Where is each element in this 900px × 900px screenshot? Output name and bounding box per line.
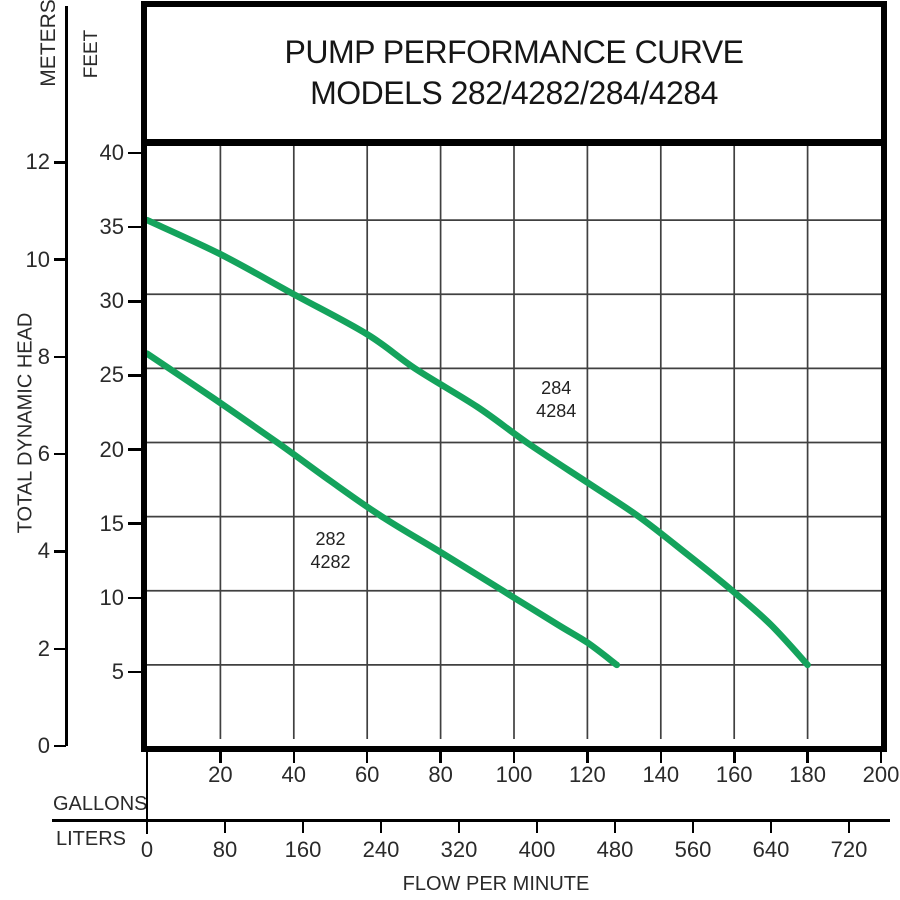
- gallons-liters-zero-connector-line: [145, 752, 148, 834]
- gallons-tick-label: 200: [862, 762, 900, 787]
- meters-tick-label: 6: [37, 441, 50, 467]
- gallons-tick: [365, 752, 369, 763]
- gallons-tick-label: 120: [569, 762, 606, 787]
- feet-tick-label: 10: [99, 584, 124, 610]
- x-axis-title: FLOW PER MINUTE: [402, 873, 590, 895]
- meters-tick: [54, 258, 66, 261]
- meters-tick: [54, 744, 66, 748]
- meters-tick: [54, 550, 66, 553]
- curve-label-284-4284: 284 4284: [536, 377, 577, 421]
- feet-tick-label: 35: [99, 214, 124, 240]
- liters-tick: [457, 820, 461, 833]
- liters-tick-label: 240: [362, 837, 400, 862]
- gallons-tick-label: 40: [281, 762, 307, 787]
- gallons-tick: [659, 752, 662, 763]
- feet-tick-label: 5: [111, 658, 124, 684]
- gallons-tick: [586, 752, 589, 763]
- plot-area: 284 4284 282 4282: [147, 146, 881, 739]
- meters-tick: [54, 355, 66, 359]
- feet-tick: [128, 225, 141, 229]
- liters-tick-label: 480: [596, 837, 634, 862]
- chart-frame: PUMP PERFORMANCE CURVE MODELS 282/4282/2…: [141, 1, 887, 752]
- liters-tick: [691, 820, 695, 833]
- gallons-tick-label: 60: [354, 762, 380, 787]
- gallons-tick: [219, 752, 222, 763]
- meters-tick-label: 8: [37, 343, 50, 369]
- gallons-unit-label: GALLONS: [53, 793, 148, 815]
- performance-curve-284-4284: [147, 216, 811, 669]
- gallons-tick-label: 100: [495, 762, 533, 787]
- feet-tick: [128, 300, 141, 303]
- meters-axis-line: [65, 6, 68, 746]
- feet-unit-label: FEET: [81, 29, 102, 79]
- feet-tick: [128, 151, 141, 155]
- feet-tick-label: 20: [99, 436, 124, 462]
- meters-unit-label: METERS: [37, 0, 60, 87]
- gallons-tick: [512, 752, 516, 763]
- liters-tick: [223, 820, 227, 833]
- meters-tick-label: 2: [37, 635, 50, 661]
- feet-tick: [128, 374, 141, 377]
- liters-unit-label: LITERS: [56, 828, 127, 850]
- meters-tick: [54, 452, 66, 456]
- chart-title-line1: PUMP PERFORMANCE CURVE: [284, 34, 745, 70]
- liters-tick-label: 720: [830, 837, 868, 862]
- liters-tick-label: 320: [440, 837, 478, 862]
- meters-tick-label: 12: [25, 149, 50, 175]
- gallons-tick: [292, 752, 296, 763]
- meters-tick-label: 0: [37, 733, 50, 758]
- gallons-tick: [733, 752, 736, 763]
- liters-tick: [847, 820, 851, 833]
- feet-tick: [128, 596, 141, 599]
- meters-tick-label: 10: [25, 246, 50, 272]
- gallons-tick: [439, 752, 442, 763]
- gallons-tick: [879, 752, 883, 763]
- feet-tick: [128, 448, 141, 451]
- liters-axis-line: [52, 819, 890, 822]
- gallons-tick-label: 80: [428, 762, 453, 787]
- liters-tick-label: 640: [752, 837, 790, 862]
- chart-title-block: PUMP PERFORMANCE CURVE MODELS 282/4282/2…: [147, 7, 881, 146]
- chart-title-line2: MODELS 282/4282/284/4284: [310, 75, 718, 111]
- feet-tick: [128, 522, 141, 525]
- curve-label-282-4282: 282 4282: [310, 528, 351, 572]
- performance-curves-svg: [147, 146, 881, 739]
- feet-tick-label: 25: [99, 362, 124, 388]
- gallons-tick: [806, 752, 809, 763]
- liters-tick-label: 80: [212, 837, 238, 862]
- liters-tick-label: 400: [518, 837, 556, 862]
- feet-tick-label: 15: [99, 510, 124, 536]
- performance-curve-282-4282: [147, 350, 621, 669]
- feet-tick: [128, 670, 141, 674]
- liters-tick-label: 0: [140, 837, 154, 862]
- meters-tick: [54, 161, 66, 164]
- liters-tick: [301, 820, 305, 833]
- liters-tick: [769, 820, 773, 833]
- meters-tick-label: 4: [37, 538, 50, 564]
- gallons-tick-label: 180: [789, 762, 826, 787]
- liters-tick: [535, 820, 539, 833]
- gallons-tick-label: 20: [208, 762, 233, 787]
- feet-tick-label: 40: [99, 140, 124, 165]
- liters-tick-label: 160: [284, 837, 322, 862]
- gallons-tick-label: 140: [642, 762, 680, 787]
- liters-tick-label: 560: [674, 837, 712, 862]
- feet-tick-label: 30: [99, 288, 124, 314]
- gallons-tick-label: 160: [715, 762, 753, 787]
- meters-tick: [54, 647, 66, 650]
- liters-tick: [613, 820, 617, 833]
- liters-tick: [379, 820, 383, 833]
